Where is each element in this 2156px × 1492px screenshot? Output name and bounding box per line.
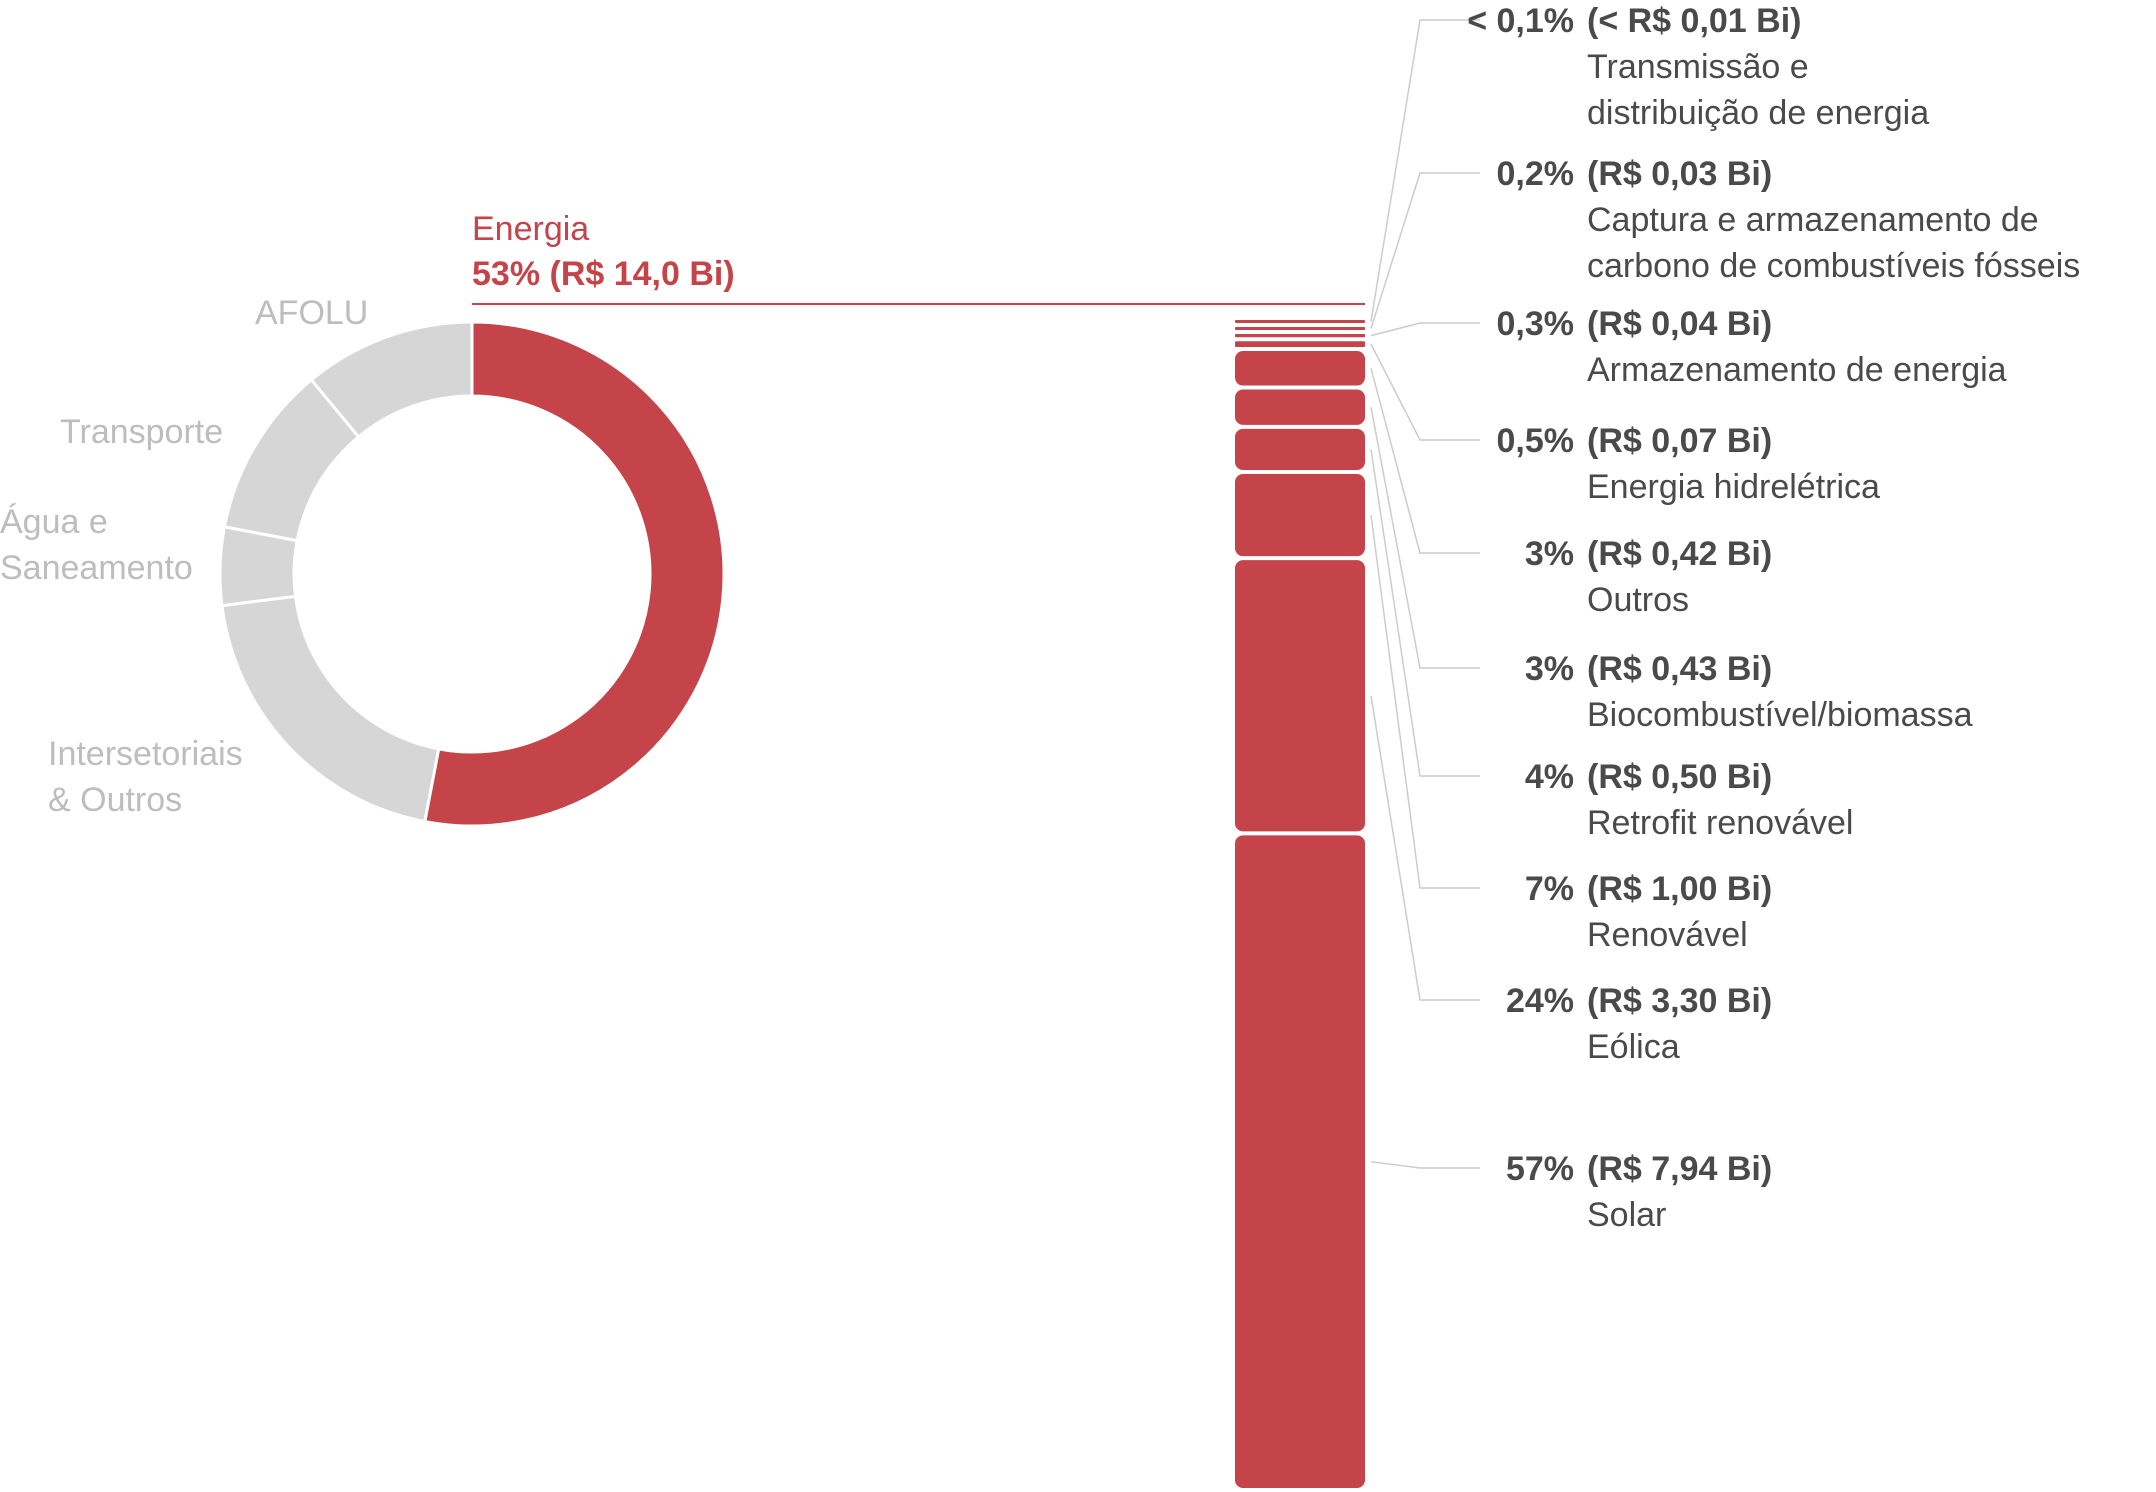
segment-name-outros: Outros bbox=[1587, 581, 1689, 619]
connector-renovavel bbox=[1370, 514, 1480, 889]
segment-name-solar: Solar bbox=[1587, 1196, 1666, 1234]
donut-slice-energia bbox=[423, 320, 726, 828]
segment-value-outros: (R$ 0,42 Bi) bbox=[1587, 535, 1772, 573]
connector-retrofit-renovavel bbox=[1370, 449, 1480, 777]
segment-percent-captura-e-armazenamento-de-carbono-de-combustiveis-fosseis: 0,2% bbox=[1497, 155, 1575, 193]
donut-label-transporte: Transporte bbox=[60, 413, 223, 451]
segment-percent-outros: 3% bbox=[1525, 535, 1574, 573]
donut-slice-intersetoriais-outros bbox=[220, 594, 441, 824]
column-segment-outros bbox=[1235, 351, 1365, 386]
segment-value-renovavel: (R$ 1,00 Bi) bbox=[1587, 870, 1772, 908]
segment-value-armazenamento-de-energia: (R$ 0,04 Bi) bbox=[1587, 305, 1772, 343]
breakdown-labels: < 0,1% (< R$ 0,01 Bi) Transmissão e distrib… bbox=[1467, 2, 2080, 1234]
column-segment-renovavel bbox=[1235, 473, 1365, 557]
donut-slice-afolu bbox=[309, 320, 474, 439]
segment-name-captura-e-armazenamento-de-carbono-de-combustiveis-fosseis: Captura e armazenamento de carbono de com… bbox=[1587, 201, 2080, 285]
segment-name-energia-hidreletrica: Energia hidrelétrica bbox=[1587, 468, 1880, 506]
donut-label-intersetoriais-outros: Intersetoriais & Outros bbox=[48, 735, 243, 819]
segment-name-eolica: Eólica bbox=[1587, 1028, 1680, 1066]
connector-energia-hidreletrica bbox=[1370, 343, 1480, 441]
connector-captura-e-armazenamento-de-carbono-de-combustiveis-fosseis bbox=[1370, 172, 1480, 329]
segment-name-transmissao-e-distribuicao-de-energia: Transmissão e distribuição de energia bbox=[1587, 48, 1929, 132]
segment-percent-eolica: 24% bbox=[1506, 982, 1574, 1020]
breakdown-connectors bbox=[1370, 19, 1480, 1169]
column-segment-transmissao-e-distribuicao-de-energia bbox=[1235, 320, 1365, 323]
energia-label: Energia bbox=[472, 210, 589, 248]
segment-name-armazenamento-de-energia: Armazenamento de energia bbox=[1587, 351, 2007, 389]
sector-donut-chart bbox=[218, 320, 726, 828]
column-segment-biocombustivel-biomassa bbox=[1235, 389, 1365, 425]
column-segment-eolica bbox=[1235, 560, 1365, 832]
segment-percent-energia-hidreletrica: 0,5% bbox=[1497, 422, 1575, 460]
segment-percent-armazenamento-de-energia: 0,3% bbox=[1497, 305, 1575, 343]
connector-eolica bbox=[1370, 695, 1480, 1001]
column-segment-solar bbox=[1235, 835, 1365, 1488]
column-segment-armazenamento-de-energia bbox=[1235, 333, 1365, 338]
segment-name-retrofit-renovavel: Retrofit renovável bbox=[1587, 804, 1853, 842]
column-segment-energia-hidreletrica bbox=[1235, 341, 1365, 348]
energia-callout: Energia 53% (R$ 14,0 Bi) bbox=[472, 210, 1365, 305]
connector-solar bbox=[1370, 1160, 1480, 1169]
connector-outros bbox=[1370, 368, 1480, 554]
connector-biocombustivel-biomassa bbox=[1370, 407, 1480, 669]
segment-value-eolica: (R$ 3,30 Bi) bbox=[1587, 982, 1772, 1020]
segment-percent-transmissao-e-distribuicao-de-energia: < 0,1% bbox=[1467, 2, 1574, 40]
segment-percent-solar: 57% bbox=[1506, 1150, 1574, 1188]
segment-value-transmissao-e-distribuicao-de-energia: (< R$ 0,01 Bi) bbox=[1587, 2, 1801, 40]
donut-label-afolu: AFOLU bbox=[255, 294, 368, 332]
donut-label-agua-e-saneamento: Água e Saneamento bbox=[0, 503, 193, 587]
segment-value-captura-e-armazenamento-de-carbono-de-combustiveis-fosseis: (R$ 0,03 Bi) bbox=[1587, 155, 1772, 193]
segment-value-biocombustivel-biomassa: (R$ 0,43 Bi) bbox=[1587, 650, 1772, 688]
column-segment-captura-e-armazenamento-de-carbono-de-combustiveis-fosseis bbox=[1235, 326, 1365, 330]
sector-donut-labels: Intersetoriais & Outros Água e Saneamento Tr… bbox=[0, 294, 368, 819]
connector-transmissao-e-distribuicao-de-energia bbox=[1370, 19, 1480, 322]
segment-name-renovavel: Renovável bbox=[1587, 916, 1748, 954]
segment-percent-biocombustivel-biomassa: 3% bbox=[1525, 650, 1574, 688]
segment-value-energia-hidreletrica: (R$ 0,07 Bi) bbox=[1587, 422, 1772, 460]
segment-value-solar: (R$ 7,94 Bi) bbox=[1587, 1150, 1772, 1188]
segment-percent-renovavel: 7% bbox=[1525, 870, 1574, 908]
segment-percent-retrofit-renovavel: 4% bbox=[1525, 758, 1574, 796]
energia-breakdown-column bbox=[1235, 320, 1365, 1488]
connector-armazenamento-de-energia bbox=[1370, 322, 1480, 337]
energia-value: 53% (R$ 14,0 Bi) bbox=[472, 255, 735, 293]
segment-name-biocombustivel-biomassa: Biocombustível/biomassa bbox=[1587, 696, 1973, 734]
segment-value-retrofit-renovavel: (R$ 0,50 Bi) bbox=[1587, 758, 1772, 796]
column-segment-retrofit-renovavel bbox=[1235, 428, 1365, 470]
